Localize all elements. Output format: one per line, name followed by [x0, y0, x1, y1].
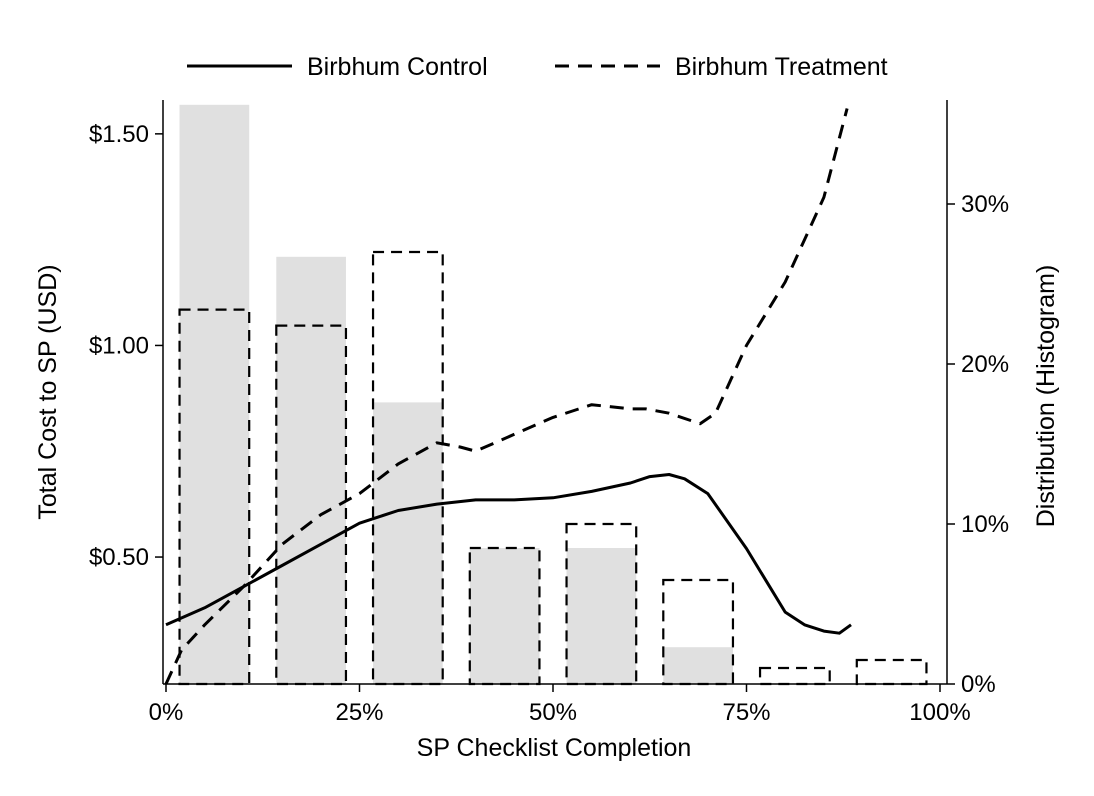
histogram-bar-control — [469, 548, 540, 684]
histogram-bar-treatment — [275, 324, 348, 686]
histogram-bar-treatment — [565, 522, 638, 686]
x-tick-label: 25% — [335, 699, 383, 726]
y2-tick-label: 30% — [961, 191, 1009, 218]
legend: Birbhum Control Birbhum Treatment — [187, 53, 888, 81]
histogram-bar-treatment — [758, 666, 831, 686]
y-axis-title: Total Cost to SP (USD) — [34, 264, 62, 519]
legend-label: Birbhum Control — [307, 53, 488, 81]
y2-axis-title: Distribution (Histogram) — [1032, 265, 1060, 528]
legend-label: Birbhum Treatment — [675, 53, 888, 81]
histogram-bar-control — [373, 402, 443, 684]
y2-tick-label: 20% — [961, 351, 1009, 378]
histogram-bar-control — [663, 647, 733, 684]
series-line-treatment — [164, 108, 849, 685]
y-tick-label: $0.50 — [89, 544, 149, 571]
histogram-bar-treatment — [855, 658, 928, 686]
x-tick-label: 75% — [722, 699, 770, 726]
y-tick-label: $1.00 — [89, 332, 149, 359]
histogram-bar-control — [179, 104, 250, 685]
x-tick-label: 0% — [149, 699, 184, 726]
histogram-bar-control — [566, 548, 637, 684]
axes-layer: 0% 25% 50% 75% 100% $0.50 $1.00 $1.50 0% 10% 20% 30… — [89, 100, 1009, 726]
y-tick-label: $1.50 — [89, 121, 149, 148]
series-line-control — [165, 473, 852, 635]
histogram-layer — [178, 104, 928, 686]
histogram-bar-control — [276, 256, 346, 684]
y2-tick-label: 10% — [961, 511, 1009, 538]
lines-layer — [164, 108, 852, 685]
x-tick-label: 50% — [529, 699, 577, 726]
y2-tick-label: 0% — [961, 671, 996, 698]
x-axis-title: SP Checklist Completion — [417, 734, 692, 762]
x-tick-label: 100% — [909, 699, 970, 726]
